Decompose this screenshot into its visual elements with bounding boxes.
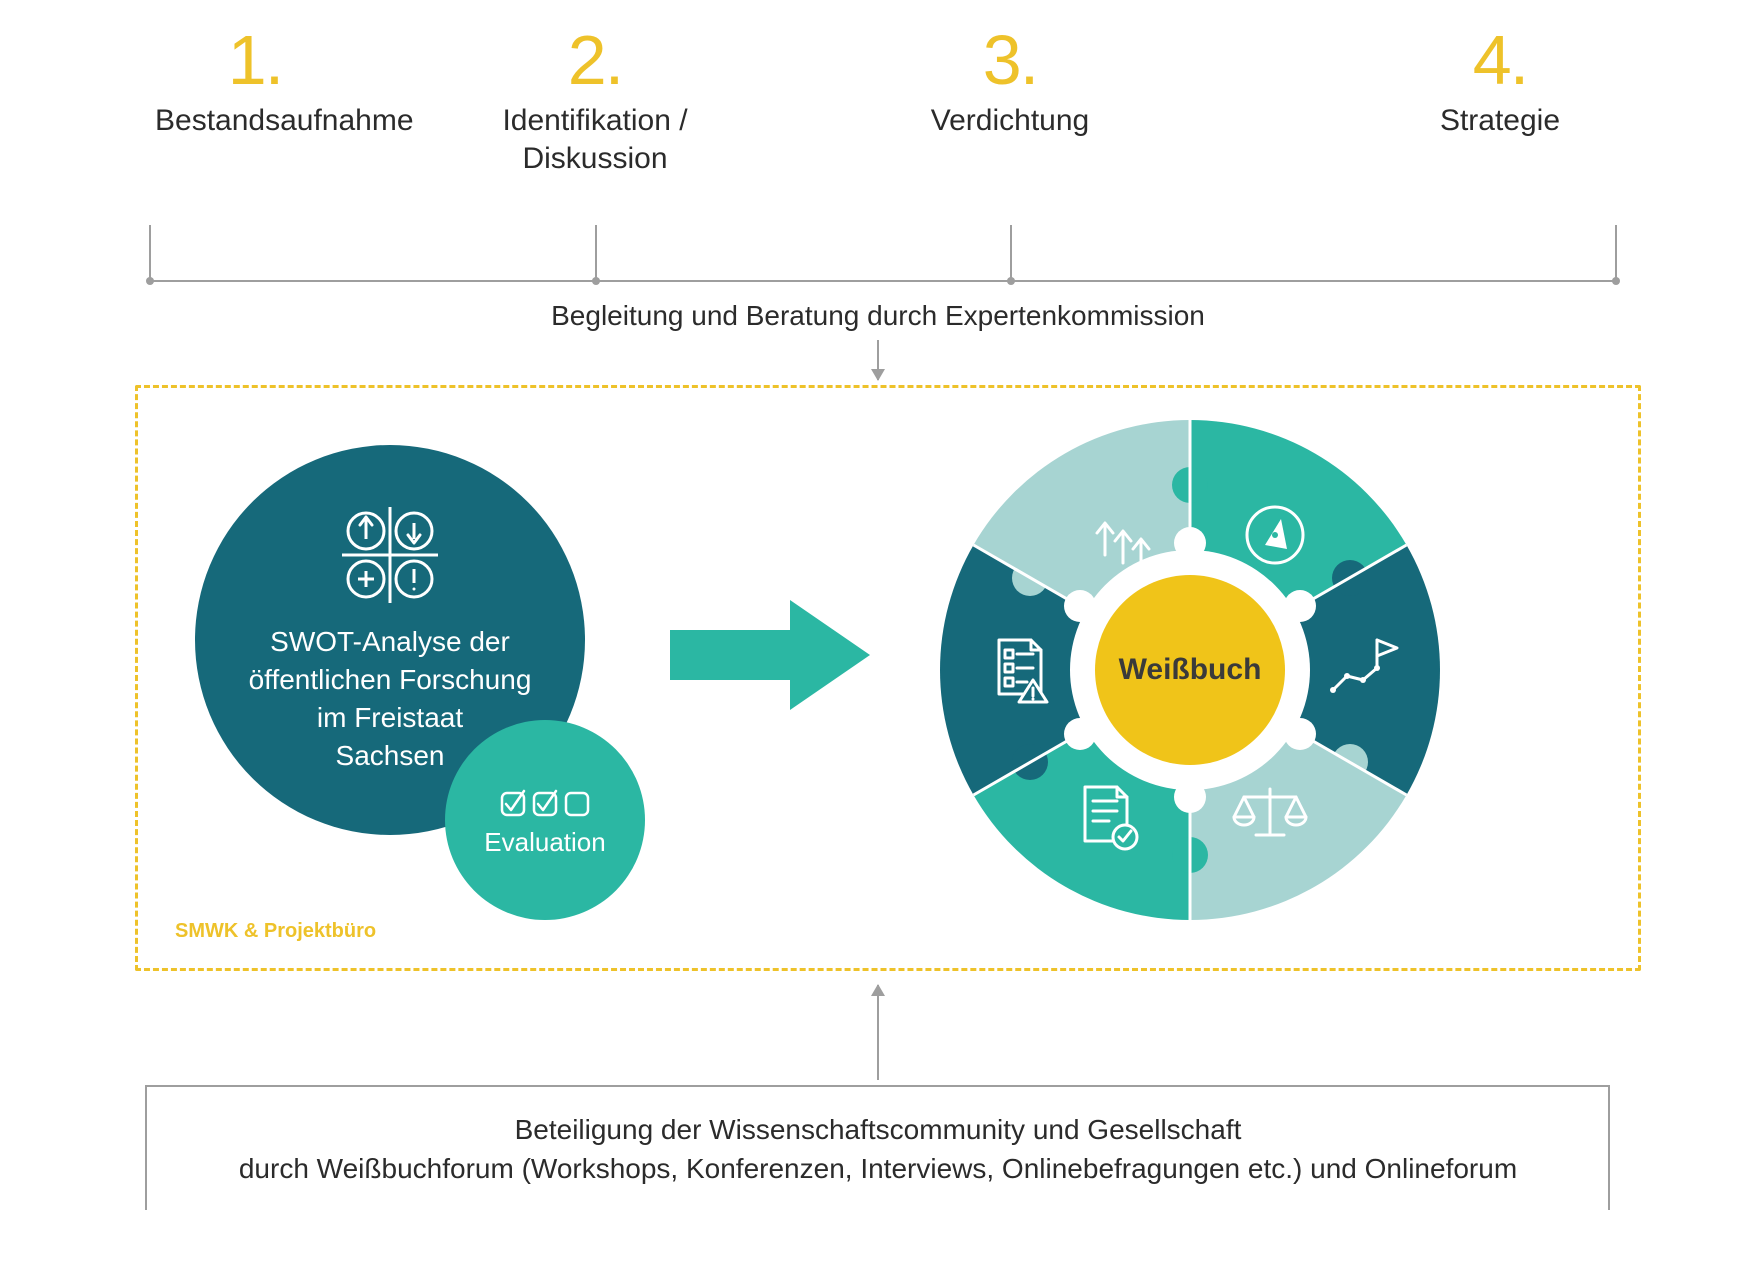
diagram-canvas: 1. Bestandsaufnahme 2. Identifikation / … — [0, 0, 1760, 1261]
step-3-label: Verdichtung — [910, 102, 1110, 140]
step-3-number: 3. — [910, 20, 1110, 100]
bottom-line1: Beteiligung der Wissenschaftscommunity u… — [178, 1110, 1578, 1149]
evaluation-label: Evaluation — [484, 827, 605, 858]
step-1-label: Bestandsaufnahme — [155, 102, 355, 140]
top-bracket-label: Begleitung und Beratung durch Expertenko… — [551, 300, 1205, 332]
step-2-number: 2. — [495, 20, 695, 100]
evaluation-circle: Evaluation — [445, 720, 645, 920]
swot-icon — [340, 505, 440, 605]
step-2: 2. Identifikation / Diskussion — [495, 20, 695, 177]
step-3: 3. Verdichtung — [910, 20, 1110, 140]
bottom-line2: durch Weißbuchforum (Workshops, Konferen… — [178, 1149, 1578, 1188]
process-box-caption: SMWK & Projektbüro — [175, 920, 376, 943]
step-1-number: 1. — [155, 20, 355, 100]
step-4: 4. Strategie — [1400, 20, 1600, 140]
step-1: 1. Bestandsaufnahme — [155, 20, 355, 140]
checkboxes-icon — [500, 783, 590, 819]
weissbuch-chart: Weißbuch — [940, 420, 1440, 920]
flow-arrow-icon — [670, 600, 870, 710]
top-arrow-down — [877, 340, 879, 380]
step-4-label: Strategie — [1400, 102, 1600, 140]
bottom-text: Beteiligung der Wissenschaftscommunity u… — [178, 1110, 1578, 1188]
step-4-number: 4. — [1400, 20, 1600, 100]
bottom-arrow-up — [877, 985, 879, 1080]
step-2-label: Identifikation / Diskussion — [495, 102, 695, 177]
